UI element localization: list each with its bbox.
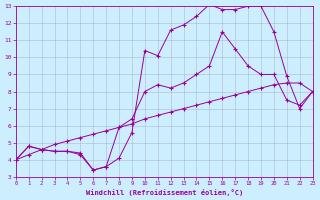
X-axis label: Windchill (Refroidissement éolien,°C): Windchill (Refroidissement éolien,°C) [85, 189, 243, 196]
